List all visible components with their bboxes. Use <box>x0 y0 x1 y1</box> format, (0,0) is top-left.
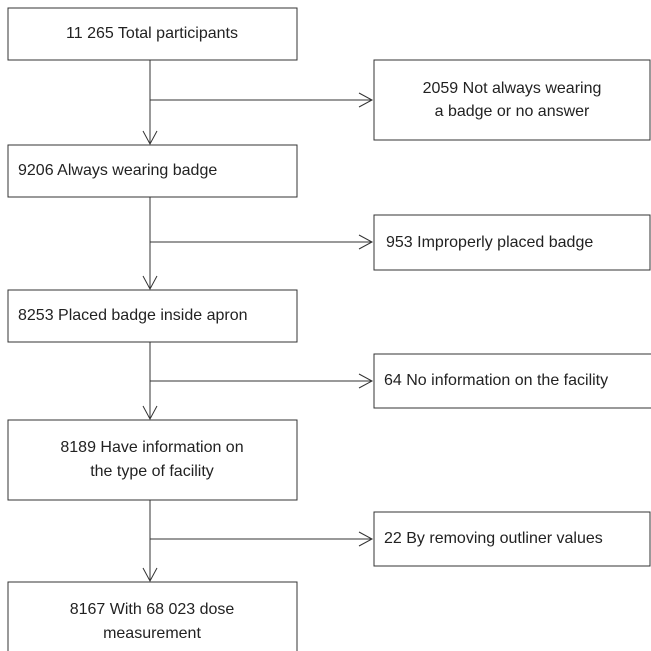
node-text: measurement <box>103 625 201 642</box>
node-text: 22 By removing outliner values <box>384 530 603 547</box>
box <box>373 214 651 271</box>
node-text: a badge or no answer <box>435 103 590 120</box>
box <box>7 7 298 61</box>
node-text: 11 265 Total participants <box>66 25 238 42</box>
connectors <box>142 60 374 583</box>
box <box>7 289 298 343</box>
box <box>373 511 651 567</box>
node-text: 2059 Not always wearing <box>423 80 602 97</box>
node-text: 953 Improperly placed badge <box>386 234 593 251</box>
box <box>7 419 298 501</box>
node-text: 8253 Placed badge inside apron <box>18 307 248 324</box>
box <box>373 353 651 409</box>
node-text: 8167 With 68 023 dose <box>70 601 235 618</box>
node-text: 8189 Have information on <box>60 439 243 456</box>
node-text: 64 No information on the facility <box>384 372 608 389</box>
node-text: the type of facility <box>90 463 214 480</box>
box <box>373 59 651 141</box>
box <box>7 144 298 198</box>
node-text: 9206 Always wearing badge <box>18 162 217 179</box>
box <box>7 581 298 651</box>
